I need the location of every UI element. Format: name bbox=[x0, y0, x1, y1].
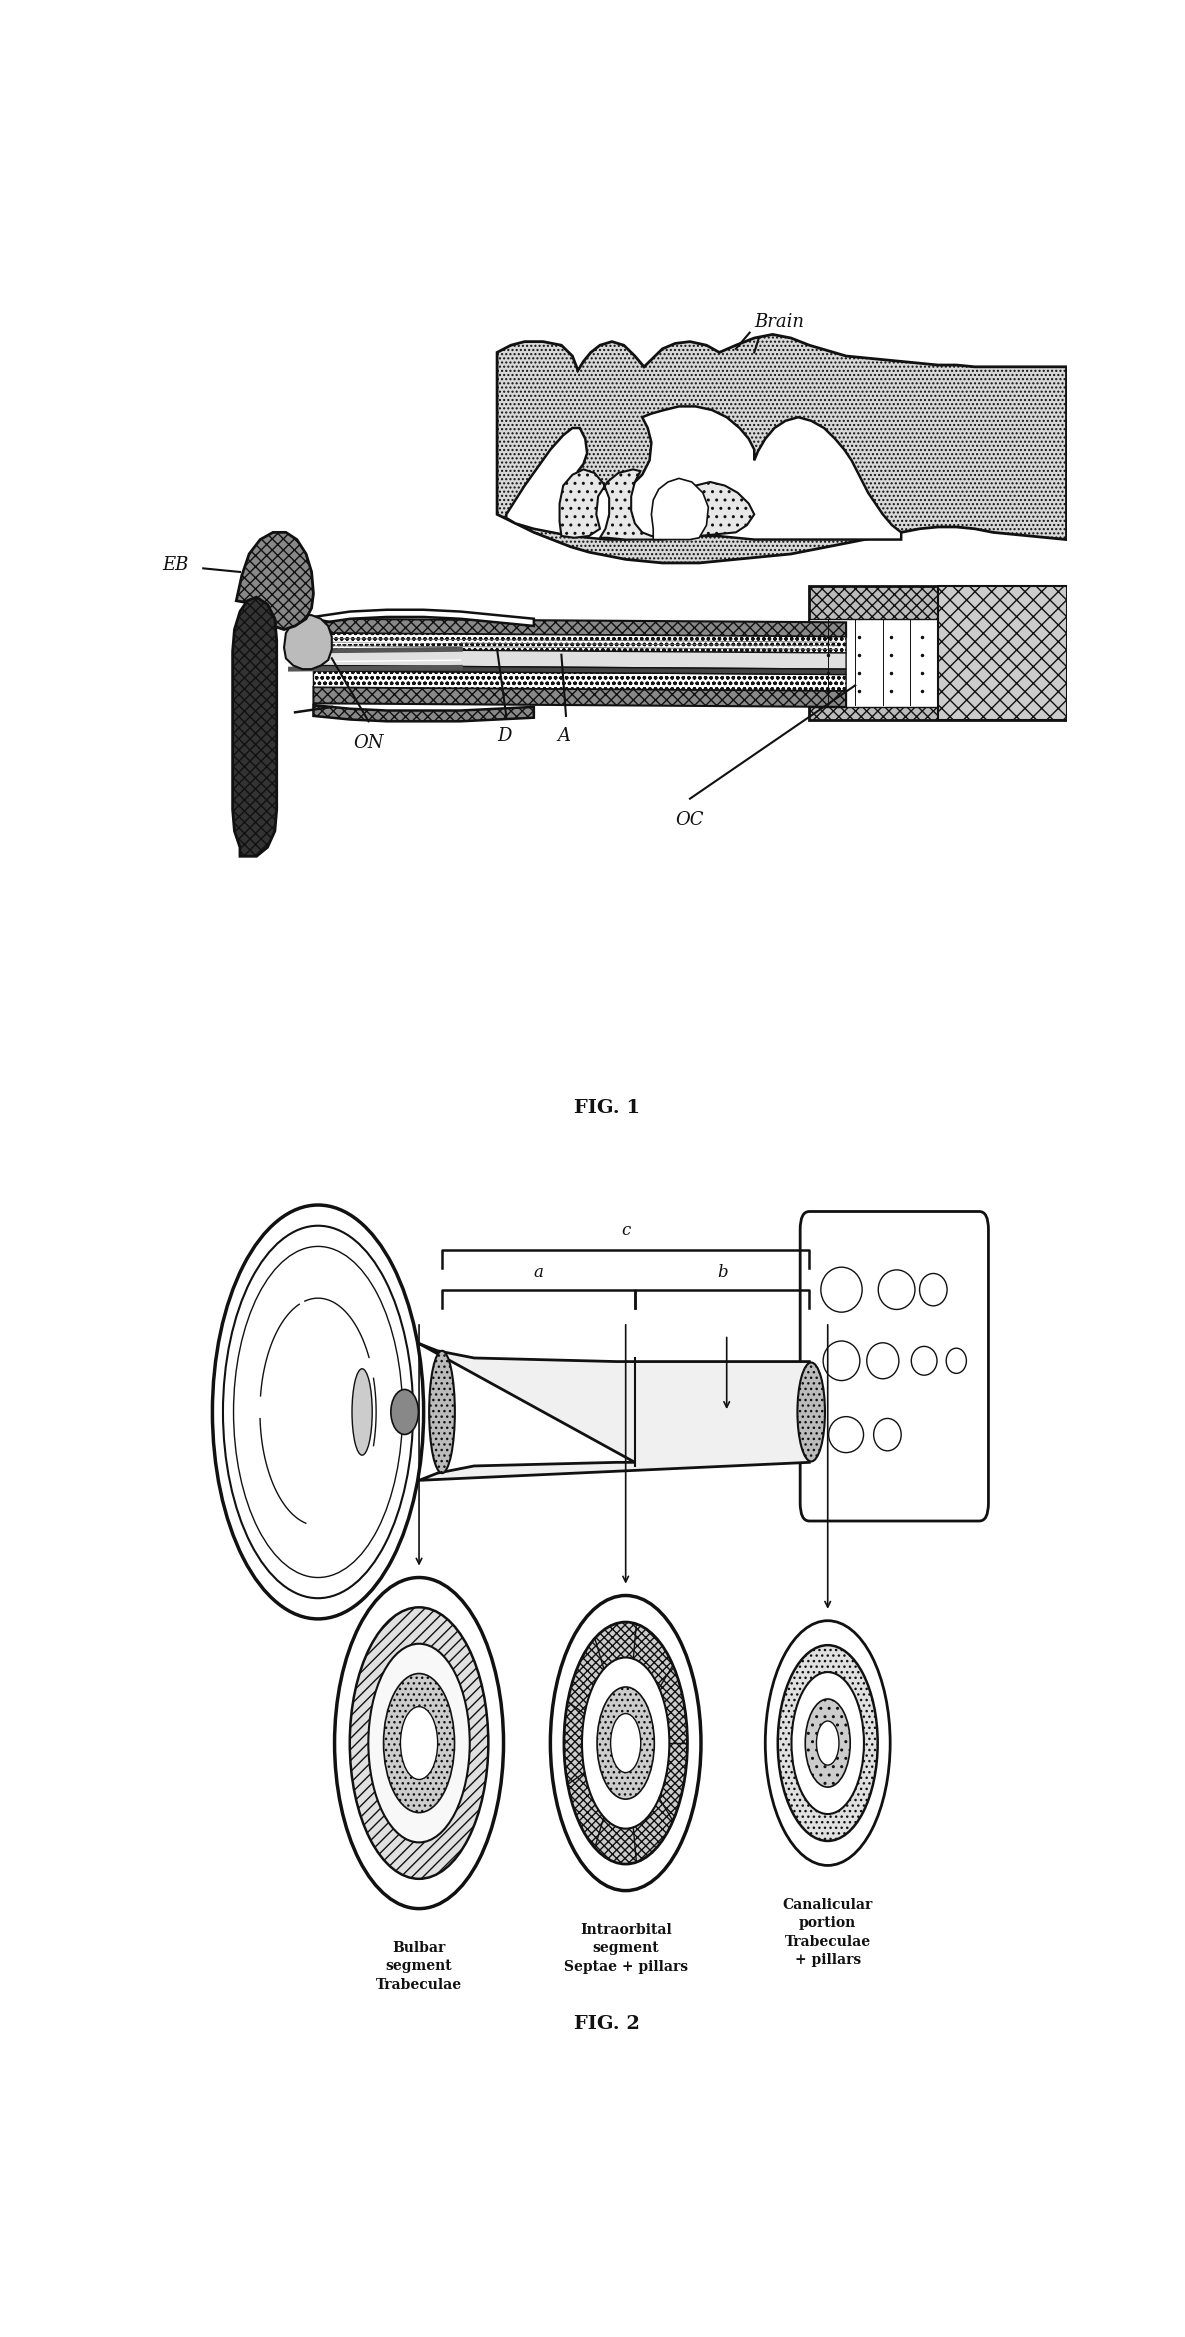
Circle shape bbox=[816, 1720, 839, 1764]
Circle shape bbox=[212, 1206, 424, 1620]
Ellipse shape bbox=[391, 1391, 418, 1435]
Text: OC: OC bbox=[675, 811, 704, 830]
Circle shape bbox=[792, 1671, 864, 1814]
Text: c: c bbox=[621, 1222, 630, 1239]
Circle shape bbox=[550, 1596, 702, 1891]
Polygon shape bbox=[506, 407, 902, 540]
Circle shape bbox=[334, 1577, 504, 1909]
Polygon shape bbox=[313, 650, 846, 668]
Polygon shape bbox=[652, 479, 709, 540]
Polygon shape bbox=[313, 706, 533, 722]
Text: Brain: Brain bbox=[755, 313, 805, 332]
Circle shape bbox=[384, 1673, 455, 1814]
Polygon shape bbox=[809, 587, 1066, 720]
Polygon shape bbox=[313, 633, 846, 652]
Circle shape bbox=[582, 1657, 670, 1828]
Ellipse shape bbox=[429, 1351, 455, 1472]
Polygon shape bbox=[313, 666, 846, 675]
Circle shape bbox=[766, 1620, 890, 1865]
Text: FIG. 2: FIG. 2 bbox=[575, 2014, 640, 2033]
Polygon shape bbox=[419, 1344, 809, 1479]
Text: Canalicular
portion
Trabeculae
+ pillars: Canalicular portion Trabeculae + pillars bbox=[782, 1898, 873, 1968]
Circle shape bbox=[806, 1699, 850, 1788]
Text: b: b bbox=[717, 1264, 728, 1281]
Circle shape bbox=[610, 1713, 641, 1771]
Text: EB: EB bbox=[162, 556, 188, 575]
Polygon shape bbox=[236, 533, 313, 629]
Circle shape bbox=[564, 1622, 687, 1865]
Text: FIG. 1: FIG. 1 bbox=[575, 1098, 640, 1117]
Circle shape bbox=[401, 1706, 437, 1778]
Polygon shape bbox=[809, 619, 1066, 706]
Ellipse shape bbox=[352, 1369, 372, 1456]
Circle shape bbox=[350, 1608, 488, 1879]
Polygon shape bbox=[284, 615, 332, 668]
Circle shape bbox=[597, 1687, 654, 1799]
Polygon shape bbox=[313, 671, 846, 692]
Ellipse shape bbox=[798, 1362, 825, 1461]
Polygon shape bbox=[498, 334, 1066, 563]
Text: Intraorbital
segment
Septae + pillars: Intraorbital segment Septae + pillars bbox=[564, 1923, 687, 1975]
Circle shape bbox=[369, 1643, 469, 1842]
Text: D: D bbox=[498, 727, 512, 746]
Polygon shape bbox=[559, 470, 755, 540]
Polygon shape bbox=[313, 687, 846, 706]
Text: Bulbar
segment
Trabeculae: Bulbar segment Trabeculae bbox=[376, 1942, 462, 1991]
Text: a: a bbox=[533, 1264, 544, 1281]
Text: ON: ON bbox=[353, 734, 384, 753]
FancyBboxPatch shape bbox=[800, 1211, 988, 1521]
Polygon shape bbox=[313, 619, 846, 636]
Polygon shape bbox=[313, 610, 533, 626]
Text: A: A bbox=[558, 727, 571, 746]
Polygon shape bbox=[939, 587, 1066, 720]
Polygon shape bbox=[232, 598, 276, 855]
Circle shape bbox=[777, 1645, 878, 1842]
